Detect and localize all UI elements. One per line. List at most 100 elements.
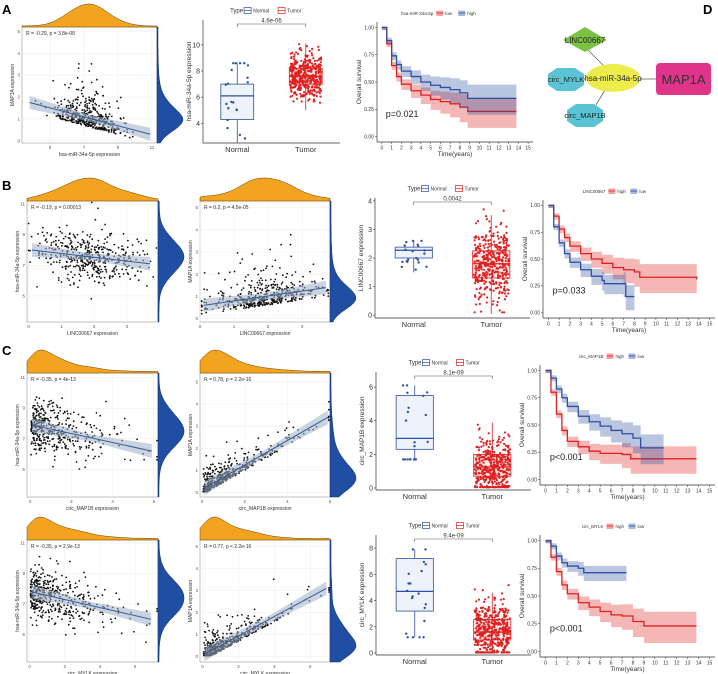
jitter-point: [484, 453, 487, 457]
jitter-point: [473, 255, 476, 258]
data-point: [200, 300, 203, 303]
data-point: [55, 590, 58, 592]
data-point: [47, 403, 50, 406]
jitter-point: [426, 391, 429, 394]
data-point: [110, 232, 112, 235]
data-point: [94, 127, 97, 130]
data-point: [42, 409, 45, 412]
jitter-point: [486, 246, 489, 249]
data-point: [41, 231, 44, 234]
jitter-point: [477, 598, 480, 601]
jitter-point: [482, 239, 485, 242]
data-point: [58, 226, 61, 229]
jitter-point: [485, 215, 488, 218]
jitter-point: [504, 272, 507, 275]
jitter-point: [507, 264, 510, 267]
data-point: [85, 246, 87, 248]
jitter-point: [315, 78, 319, 81]
data-point: [272, 300, 274, 303]
data-point: [328, 419, 330, 422]
data-point: [275, 288, 278, 290]
data-point: [65, 607, 68, 610]
data-point: [53, 443, 56, 446]
jitter-point: [474, 458, 478, 461]
legend-title: circ_MAP1B: [579, 354, 604, 359]
p-value-label: p=0.021: [386, 109, 419, 119]
data-point: [228, 271, 231, 274]
jitter-point: [480, 266, 483, 269]
data-point: [87, 274, 89, 276]
jitter-point: [505, 468, 508, 471]
data-point: [74, 594, 76, 597]
jitter-point: [489, 229, 492, 233]
jitter-point: [483, 246, 486, 249]
jitter-point: [303, 61, 306, 64]
jitter-point: [501, 271, 504, 274]
jitter-point: [475, 269, 478, 272]
data-point: [49, 416, 52, 419]
data-point: [71, 245, 73, 248]
data-point: [91, 261, 94, 264]
data-point: [208, 475, 211, 478]
data-point: [92, 99, 94, 102]
legend-label: low: [638, 354, 646, 359]
jitter-point: [505, 239, 508, 242]
data-point: [87, 261, 90, 263]
jitter-point: [502, 246, 505, 249]
jitter-point: [491, 472, 494, 475]
correlation-annotation: R = 0.77, p < 2.2e-16: [204, 544, 251, 550]
jitter-point: [232, 62, 235, 65]
data-point: [287, 286, 289, 289]
data-point: [114, 252, 117, 255]
data-point: [116, 100, 118, 103]
jitter-point: [502, 242, 505, 245]
jitter-point: [301, 77, 304, 80]
data-point: [221, 291, 224, 294]
jitter-point: [479, 454, 482, 457]
data-point: [63, 411, 66, 414]
data-point: [30, 453, 32, 456]
y-tick-label: 0: [195, 316, 198, 321]
x-tick-label: 2: [267, 324, 270, 329]
jitter-point: [480, 310, 483, 313]
data-point: [60, 438, 63, 441]
jitter-point: [500, 481, 503, 484]
data-point: [98, 246, 101, 249]
jitter-point: [497, 271, 500, 274]
jitter-point: [424, 563, 427, 566]
data-point: [69, 620, 72, 623]
y-tick-label: 8: [369, 546, 373, 553]
jitter-point: [496, 273, 500, 276]
data-point: [210, 463, 212, 466]
data-point: [77, 96, 79, 99]
data-point: [205, 454, 208, 457]
jitter-point: [406, 260, 409, 263]
data-point: [281, 274, 284, 277]
jitter-point: [290, 90, 293, 93]
data-point: [49, 257, 51, 260]
jitter-point: [480, 472, 483, 475]
data-point: [96, 110, 98, 113]
y-tick-label: 0.50: [364, 80, 374, 86]
jitter-point: [480, 236, 483, 239]
x-tick-label: 6: [329, 499, 332, 504]
jitter-point: [320, 71, 323, 74]
data-point: [93, 280, 96, 283]
jitter-point: [484, 636, 487, 639]
data-point: [68, 613, 70, 616]
data-point: [35, 448, 37, 451]
data-point: [269, 278, 272, 281]
lnc-node-label: LINC00667: [565, 36, 606, 45]
jitter-point: [497, 612, 500, 615]
data-point: [67, 611, 70, 613]
data-point: [228, 629, 231, 631]
jitter-point: [502, 268, 506, 272]
data-point: [89, 110, 91, 112]
jitter-point: [482, 261, 485, 264]
data-point: [97, 112, 99, 115]
jitter-point: [290, 56, 293, 59]
jitter-point: [474, 236, 477, 239]
data-point: [152, 276, 155, 278]
data-point: [82, 416, 85, 419]
